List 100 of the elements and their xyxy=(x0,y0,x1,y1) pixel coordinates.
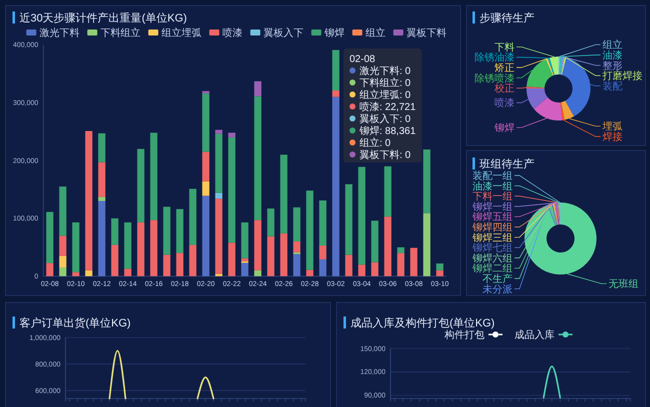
slice-label: 铆焊 xyxy=(494,122,514,134)
slice-label: 下料 xyxy=(494,41,514,54)
bar xyxy=(254,270,262,276)
chart-title: 步骤待生产 xyxy=(480,11,534,24)
slice-label: 油漆 xyxy=(602,50,622,62)
slice-label: 不生产 xyxy=(482,273,512,285)
legend-label: 组立埋弧 xyxy=(161,27,202,39)
bar xyxy=(371,220,378,262)
bar xyxy=(202,196,210,276)
bar xyxy=(46,212,54,264)
annotation: 翼板下料: 0 xyxy=(360,149,412,161)
bar xyxy=(306,190,314,270)
annotation: 铆焊: 88,361 xyxy=(358,125,416,137)
bar xyxy=(371,262,378,276)
slice-label: 铆焊三组 xyxy=(472,232,512,244)
bar xyxy=(280,233,288,276)
bar xyxy=(215,130,222,134)
annotation: 02-08 xyxy=(350,54,376,65)
bar xyxy=(436,263,444,270)
bar xyxy=(150,132,158,220)
bar xyxy=(202,181,210,196)
bar xyxy=(98,200,106,276)
bar xyxy=(423,150,430,214)
bar xyxy=(228,137,236,243)
bar xyxy=(345,254,352,276)
bar xyxy=(98,162,106,197)
annotation: 组立: 0 xyxy=(360,137,392,149)
bar xyxy=(423,213,430,276)
chart-title: 近30天步骤计件产出重量(单位KG) xyxy=(20,11,187,24)
bar xyxy=(215,274,222,276)
bar xyxy=(241,222,248,258)
slice-label: 铆焊七组 xyxy=(472,242,512,254)
bar xyxy=(202,152,210,182)
bar xyxy=(228,132,236,138)
bar xyxy=(332,50,340,90)
bar xyxy=(319,246,326,260)
slice-label: 铆焊一组 xyxy=(472,200,512,213)
bar xyxy=(137,148,144,222)
bar xyxy=(163,206,170,255)
slice-label: 装配一组 xyxy=(472,170,512,182)
slice-label: 焊接 xyxy=(602,131,622,143)
slice-label: 矫正 xyxy=(494,63,514,74)
bar xyxy=(189,244,196,276)
legend-label: 铆焊 xyxy=(323,27,344,39)
bar xyxy=(280,154,288,234)
slice-label: 无班组 xyxy=(608,278,638,290)
slice-label: 埋弧 xyxy=(602,120,622,133)
bar xyxy=(241,262,248,276)
bar xyxy=(98,196,106,201)
bar xyxy=(332,96,340,276)
bar xyxy=(202,93,210,152)
bar xyxy=(59,268,66,276)
slice-label: 铆焊六组 xyxy=(472,252,512,264)
annotation: 激光下料: 0 xyxy=(360,65,412,77)
slice-label: 下料一组 xyxy=(472,190,512,203)
bar xyxy=(215,134,222,193)
annotation: 喷漆: 22,721 xyxy=(360,101,416,113)
slice-label: 铆焊二组 xyxy=(472,262,512,275)
bar xyxy=(111,218,118,245)
bar xyxy=(267,208,274,236)
chart-title: 班组待生产 xyxy=(480,157,534,170)
bar xyxy=(436,270,444,276)
bar xyxy=(59,256,66,268)
annotation: 组立埋弧: 0 xyxy=(360,89,412,101)
slice-label: 装配 xyxy=(602,80,622,92)
bar xyxy=(72,272,80,276)
bar xyxy=(59,236,66,256)
legend-label: 喷漆 xyxy=(222,27,242,39)
bar xyxy=(410,248,418,276)
bar xyxy=(397,247,404,254)
bar xyxy=(137,222,144,276)
bar xyxy=(293,254,300,276)
bar xyxy=(254,81,262,96)
bar xyxy=(384,216,392,276)
slice-label: 油漆一组 xyxy=(472,180,512,192)
slice-label: 校正 xyxy=(494,82,514,95)
bar xyxy=(254,220,262,270)
bar xyxy=(98,133,106,162)
bar xyxy=(215,198,222,274)
bar xyxy=(319,200,326,246)
bar xyxy=(111,244,118,276)
legend-label: 翼板入下 xyxy=(263,27,304,39)
bar xyxy=(176,209,184,254)
slice-label: 喷漆 xyxy=(494,97,514,110)
slice-label: 整形 xyxy=(602,60,622,72)
bar xyxy=(267,236,274,276)
bar xyxy=(124,268,132,276)
bar xyxy=(332,90,340,97)
bar xyxy=(241,258,248,262)
bar xyxy=(306,270,314,276)
chart-title: 客户订单出货(单位KG) xyxy=(20,316,131,330)
legend-label: 构件打包 xyxy=(444,329,484,341)
annotation: 下料组立: 0 xyxy=(360,77,412,89)
bar xyxy=(319,259,326,276)
legend-label: 成品入库 xyxy=(514,329,554,341)
bar xyxy=(384,166,392,217)
bar xyxy=(293,241,300,252)
bar xyxy=(163,254,170,276)
slice-label: 铆焊四组 xyxy=(472,222,512,234)
bar xyxy=(85,130,92,270)
